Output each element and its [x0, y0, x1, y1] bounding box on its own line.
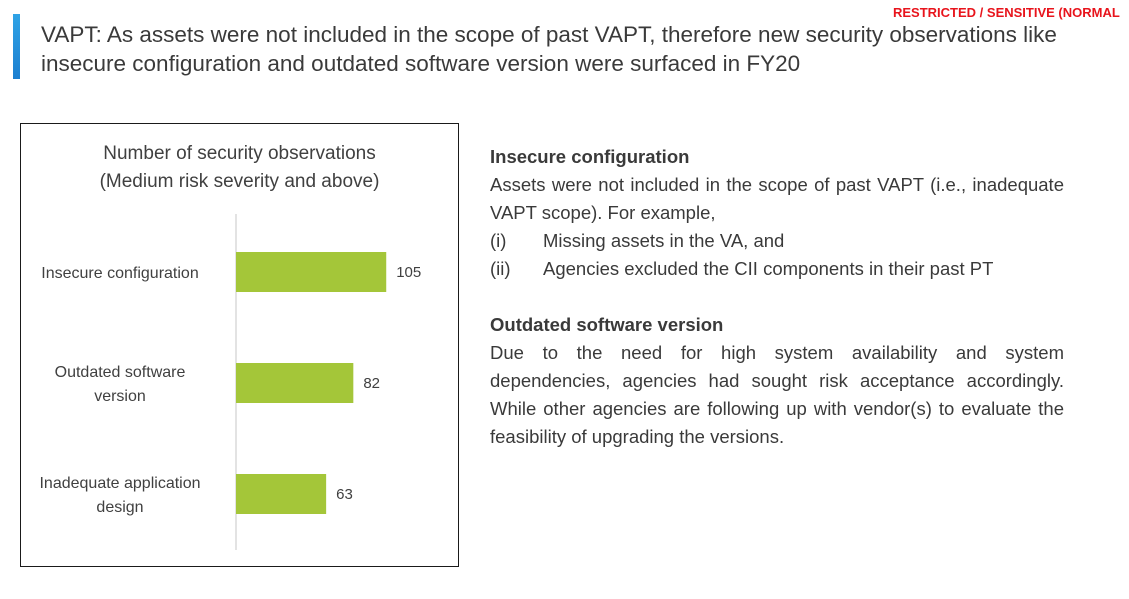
category-label: design	[96, 499, 143, 516]
category-label: Insecure configuration	[41, 265, 198, 282]
list-text: Agencies excluded the CII components in …	[543, 258, 994, 279]
spacer	[490, 283, 1064, 311]
data-label: 105	[396, 264, 421, 281]
list-marker: (i)	[490, 230, 507, 251]
bar-chart: 105 Insecure configuration 82 Outdated soft…	[39, 214, 421, 550]
data-label: 63	[336, 486, 353, 503]
title-accent-bar	[13, 14, 20, 79]
section-heading: Insecure configuration	[490, 146, 690, 167]
commentary: Insecure configuration Assets were not i…	[490, 143, 1064, 451]
list-item: (ii) Agencies excluded the CII component…	[490, 255, 1064, 283]
section-insecure-configuration: Insecure configuration Assets were not i…	[490, 143, 1064, 283]
classification-label: RESTRICTED / SENSITIVE (NORMAL	[893, 5, 1120, 20]
list-item: (i) Missing assets in the VA, and	[490, 227, 1064, 255]
section-heading: Outdated software version	[490, 314, 724, 335]
data-label: 82	[363, 375, 380, 392]
bar	[236, 474, 327, 514]
section-body: Assets were not included in the scope of…	[490, 174, 1064, 223]
chart-title-block: Number of security observations (Medium …	[21, 140, 458, 196]
bar	[236, 252, 387, 292]
chart-panel: Number of security observations (Medium …	[20, 123, 459, 567]
chart-subtitle: (Medium risk severity and above)	[99, 171, 380, 192]
category-label: Inadequate application	[39, 475, 200, 492]
chart-title: Number of security observations	[103, 143, 376, 164]
slide-title: VAPT: As assets were not included in the…	[41, 22, 1057, 76]
list-text: Missing assets in the VA, and	[543, 230, 785, 251]
list-marker: (ii)	[490, 258, 511, 279]
bar	[236, 363, 354, 403]
section-body: Due to the need for high system availabi…	[490, 342, 1064, 447]
category-label: Outdated software	[55, 364, 186, 381]
section-outdated-software: Outdated software version Due to the nee…	[490, 311, 1064, 451]
category-label: version	[94, 388, 146, 405]
